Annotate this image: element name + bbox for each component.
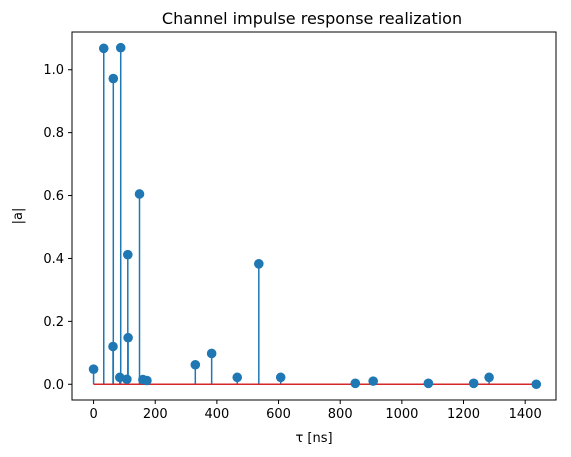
x-tick-label: 600 bbox=[266, 407, 291, 422]
stem-marker bbox=[88, 364, 99, 374]
stem-marker bbox=[254, 259, 264, 269]
chart-title: Channel impulse response realization bbox=[162, 9, 462, 28]
x-tick-label: 200 bbox=[143, 407, 168, 422]
stem-marker bbox=[123, 332, 133, 343]
x-tick-label: 1000 bbox=[385, 407, 418, 422]
stem-marker bbox=[275, 372, 286, 383]
x-axis-label: τ [ns] bbox=[295, 431, 332, 446]
y-tick-label: 0.6 bbox=[43, 189, 64, 204]
y-tick-label: 0.4 bbox=[43, 252, 64, 267]
plot-background bbox=[72, 32, 556, 400]
y-axis-label: |a| bbox=[11, 208, 26, 225]
y-tick-label: 0.8 bbox=[43, 126, 64, 141]
x-tick-label: 0 bbox=[89, 407, 97, 422]
stem-marker bbox=[484, 372, 494, 383]
stem-marker bbox=[98, 43, 109, 54]
y-axis-ticks: 0.0 0.2 0.4 0.6 0.8 1.0 bbox=[43, 63, 72, 393]
stem-marker bbox=[115, 42, 126, 53]
x-tick-label: 400 bbox=[204, 407, 229, 422]
stem-marker bbox=[108, 73, 119, 84]
plot-frame bbox=[71, 31, 557, 401]
stem-marker bbox=[468, 378, 479, 389]
plot-area bbox=[71, 31, 557, 401]
stem-marker bbox=[350, 378, 361, 389]
stem-marker bbox=[531, 379, 542, 390]
stem-marker bbox=[122, 374, 132, 385]
x-tick-label: 1400 bbox=[509, 407, 542, 422]
stem-marker bbox=[134, 189, 145, 199]
y-tick-label: 0.0 bbox=[43, 378, 64, 393]
stem-marker bbox=[206, 348, 217, 359]
stem-marker bbox=[122, 249, 133, 260]
x-tick-label: 800 bbox=[328, 407, 353, 422]
x-tick-label: 1200 bbox=[447, 407, 480, 422]
stem-markers bbox=[88, 42, 542, 390]
stem-marker bbox=[232, 372, 243, 383]
stem-marker bbox=[423, 378, 434, 389]
stem-marker bbox=[108, 341, 118, 352]
y-tick-label: 1.0 bbox=[43, 63, 64, 78]
stem-marker bbox=[368, 376, 378, 386]
y-tick-label: 0.2 bbox=[43, 315, 64, 330]
x-axis-ticks: 0 200 400 600 800 1000 1200 1400 bbox=[89, 400, 542, 422]
stem-marker bbox=[142, 375, 152, 386]
stem-marker bbox=[190, 359, 201, 370]
